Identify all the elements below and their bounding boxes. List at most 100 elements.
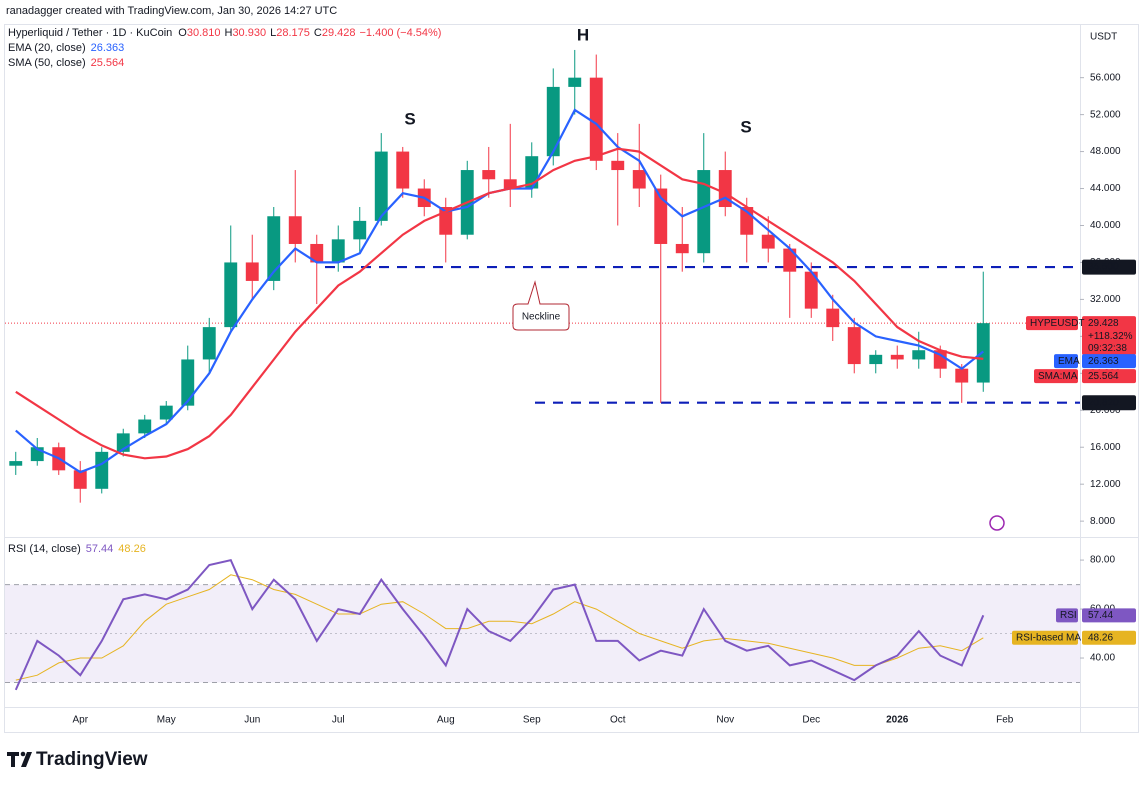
indicator-badge-bg xyxy=(1082,354,1136,369)
currency: USDT xyxy=(1090,32,1117,43)
pattern-label: S xyxy=(404,109,415,128)
rsi-badge: 57.44 xyxy=(1088,610,1113,621)
rsi-tick-label: 40.00 xyxy=(1090,653,1115,664)
level-badge-bg xyxy=(1082,259,1136,275)
ohlc-value: 29.428 xyxy=(322,27,356,39)
ohlc-key: C xyxy=(314,27,322,39)
logo-dot xyxy=(20,751,26,757)
rsi-title: RSI (14, close) xyxy=(8,543,81,555)
indicator-badge-bg xyxy=(1082,369,1136,384)
candle-body xyxy=(611,160,625,171)
indicator-legend: EMA (20, close) 26.363 xyxy=(8,42,124,54)
level-badge: 20.820 xyxy=(1088,397,1119,408)
indicator-badge: 25.564 xyxy=(1088,371,1119,382)
logo-mark xyxy=(7,752,32,767)
candle-body xyxy=(546,86,560,157)
symbol-legend: Hyperliquid / Tether · 1D · KuCoin O30.81… xyxy=(8,27,441,39)
x-tick-label: 2026 xyxy=(886,715,909,726)
candle-body xyxy=(202,327,216,360)
header: ranadagger created with TradingView.com,… xyxy=(6,5,337,17)
y-tick-label: 48.000 xyxy=(1090,146,1121,157)
x-tick-label: Oct xyxy=(610,715,626,726)
x-tick-label: Jul xyxy=(332,715,345,726)
symbol: Hyperliquid / Tether · 1D · KuCoin xyxy=(8,27,172,39)
price-badge-change: +118.32% xyxy=(1088,331,1133,342)
candle-body xyxy=(847,327,861,365)
rsi-tag: RSI xyxy=(1060,610,1077,621)
indicator-value: 26.363 xyxy=(91,42,125,54)
rsi-tag-bg xyxy=(1056,608,1078,623)
ohlc-key: O xyxy=(178,27,187,39)
x-tick-label: Sep xyxy=(523,715,541,726)
candle-body xyxy=(654,188,668,244)
rsi-line xyxy=(15,574,984,681)
change: −1.400 (−4.54%) xyxy=(359,27,441,39)
footer-brand: TradingView xyxy=(36,749,148,770)
rsi-badge-bg xyxy=(1082,608,1136,623)
candle-body xyxy=(159,405,173,420)
y-tick-label: 12.000 xyxy=(1090,479,1121,490)
candle-body xyxy=(73,470,87,489)
candle-body xyxy=(783,248,797,272)
y-tick-label: 16.000 xyxy=(1090,442,1121,453)
candle-body xyxy=(374,151,388,221)
indicator-tag: SMA:MA xyxy=(1038,371,1078,382)
pattern-label: S xyxy=(740,117,751,136)
symbol-tag-bg xyxy=(1026,316,1078,331)
candle-body xyxy=(503,179,517,189)
rsi-tag-bg xyxy=(1012,630,1078,645)
rsi-legend: RSI (14, close) 57.44 48.26 xyxy=(8,543,146,555)
indicator-value: 25.564 xyxy=(91,57,125,69)
indicator-line xyxy=(15,147,984,460)
level-badge: 35.500 xyxy=(1088,262,1119,273)
candle-body xyxy=(568,77,582,87)
candle-body xyxy=(804,271,818,309)
candle-body xyxy=(869,354,883,365)
indicator-badge: 26.363 xyxy=(1088,356,1119,367)
y-tick-label: 20.000 xyxy=(1090,405,1121,416)
rsi-band-fill xyxy=(5,584,1080,683)
indicator-tag-bg xyxy=(1034,369,1078,384)
rsi-line xyxy=(14,558,985,691)
candle-body xyxy=(933,350,947,369)
candle-body xyxy=(912,350,926,360)
x-tick-label: Aug xyxy=(437,715,455,726)
candle-body xyxy=(761,234,775,249)
x-tick-label: Apr xyxy=(72,715,88,726)
candle-body xyxy=(697,170,711,254)
candle-body xyxy=(288,216,302,244)
x-tick-label: Dec xyxy=(802,715,820,726)
rsi-tick-label: 80.00 xyxy=(1090,555,1115,566)
rsi-legend-value: 57.44 xyxy=(86,543,114,555)
alert-icon[interactable] xyxy=(989,515,1005,531)
candle-body xyxy=(181,359,195,406)
x-tick-label: Feb xyxy=(996,715,1014,726)
candle-body xyxy=(482,170,496,180)
candle-body xyxy=(267,216,281,281)
rsi-badge: 48.26 xyxy=(1088,632,1113,643)
candle-body xyxy=(9,461,23,466)
x-tick-label: Nov xyxy=(716,715,734,726)
candle-body xyxy=(955,368,969,383)
level-badge-bg xyxy=(1082,395,1136,411)
candle-body xyxy=(331,239,345,263)
y-tick-label: 56.000 xyxy=(1090,72,1121,83)
candle-body xyxy=(890,354,904,360)
candle-body xyxy=(353,220,367,240)
candle-body xyxy=(718,170,732,208)
footer-logo xyxy=(7,751,32,767)
candle-body xyxy=(95,451,109,489)
candle-body xyxy=(138,419,152,434)
candle-body xyxy=(632,170,646,189)
price-badge-countdown: 09:32:38 xyxy=(1088,343,1127,354)
indicator-name: SMA (50, close) xyxy=(8,57,86,69)
indicator-tag-bg xyxy=(1054,354,1078,369)
y-tick-label: 32.000 xyxy=(1090,294,1121,305)
y-tick-label: 44.000 xyxy=(1090,183,1121,194)
symbol-tag: HYPEUSDT xyxy=(1030,318,1084,329)
rsi-badge-bg xyxy=(1082,630,1136,645)
candle-body xyxy=(675,243,689,254)
ohlc-key: L xyxy=(270,27,276,39)
ohlc-value: 28.175 xyxy=(276,27,310,39)
